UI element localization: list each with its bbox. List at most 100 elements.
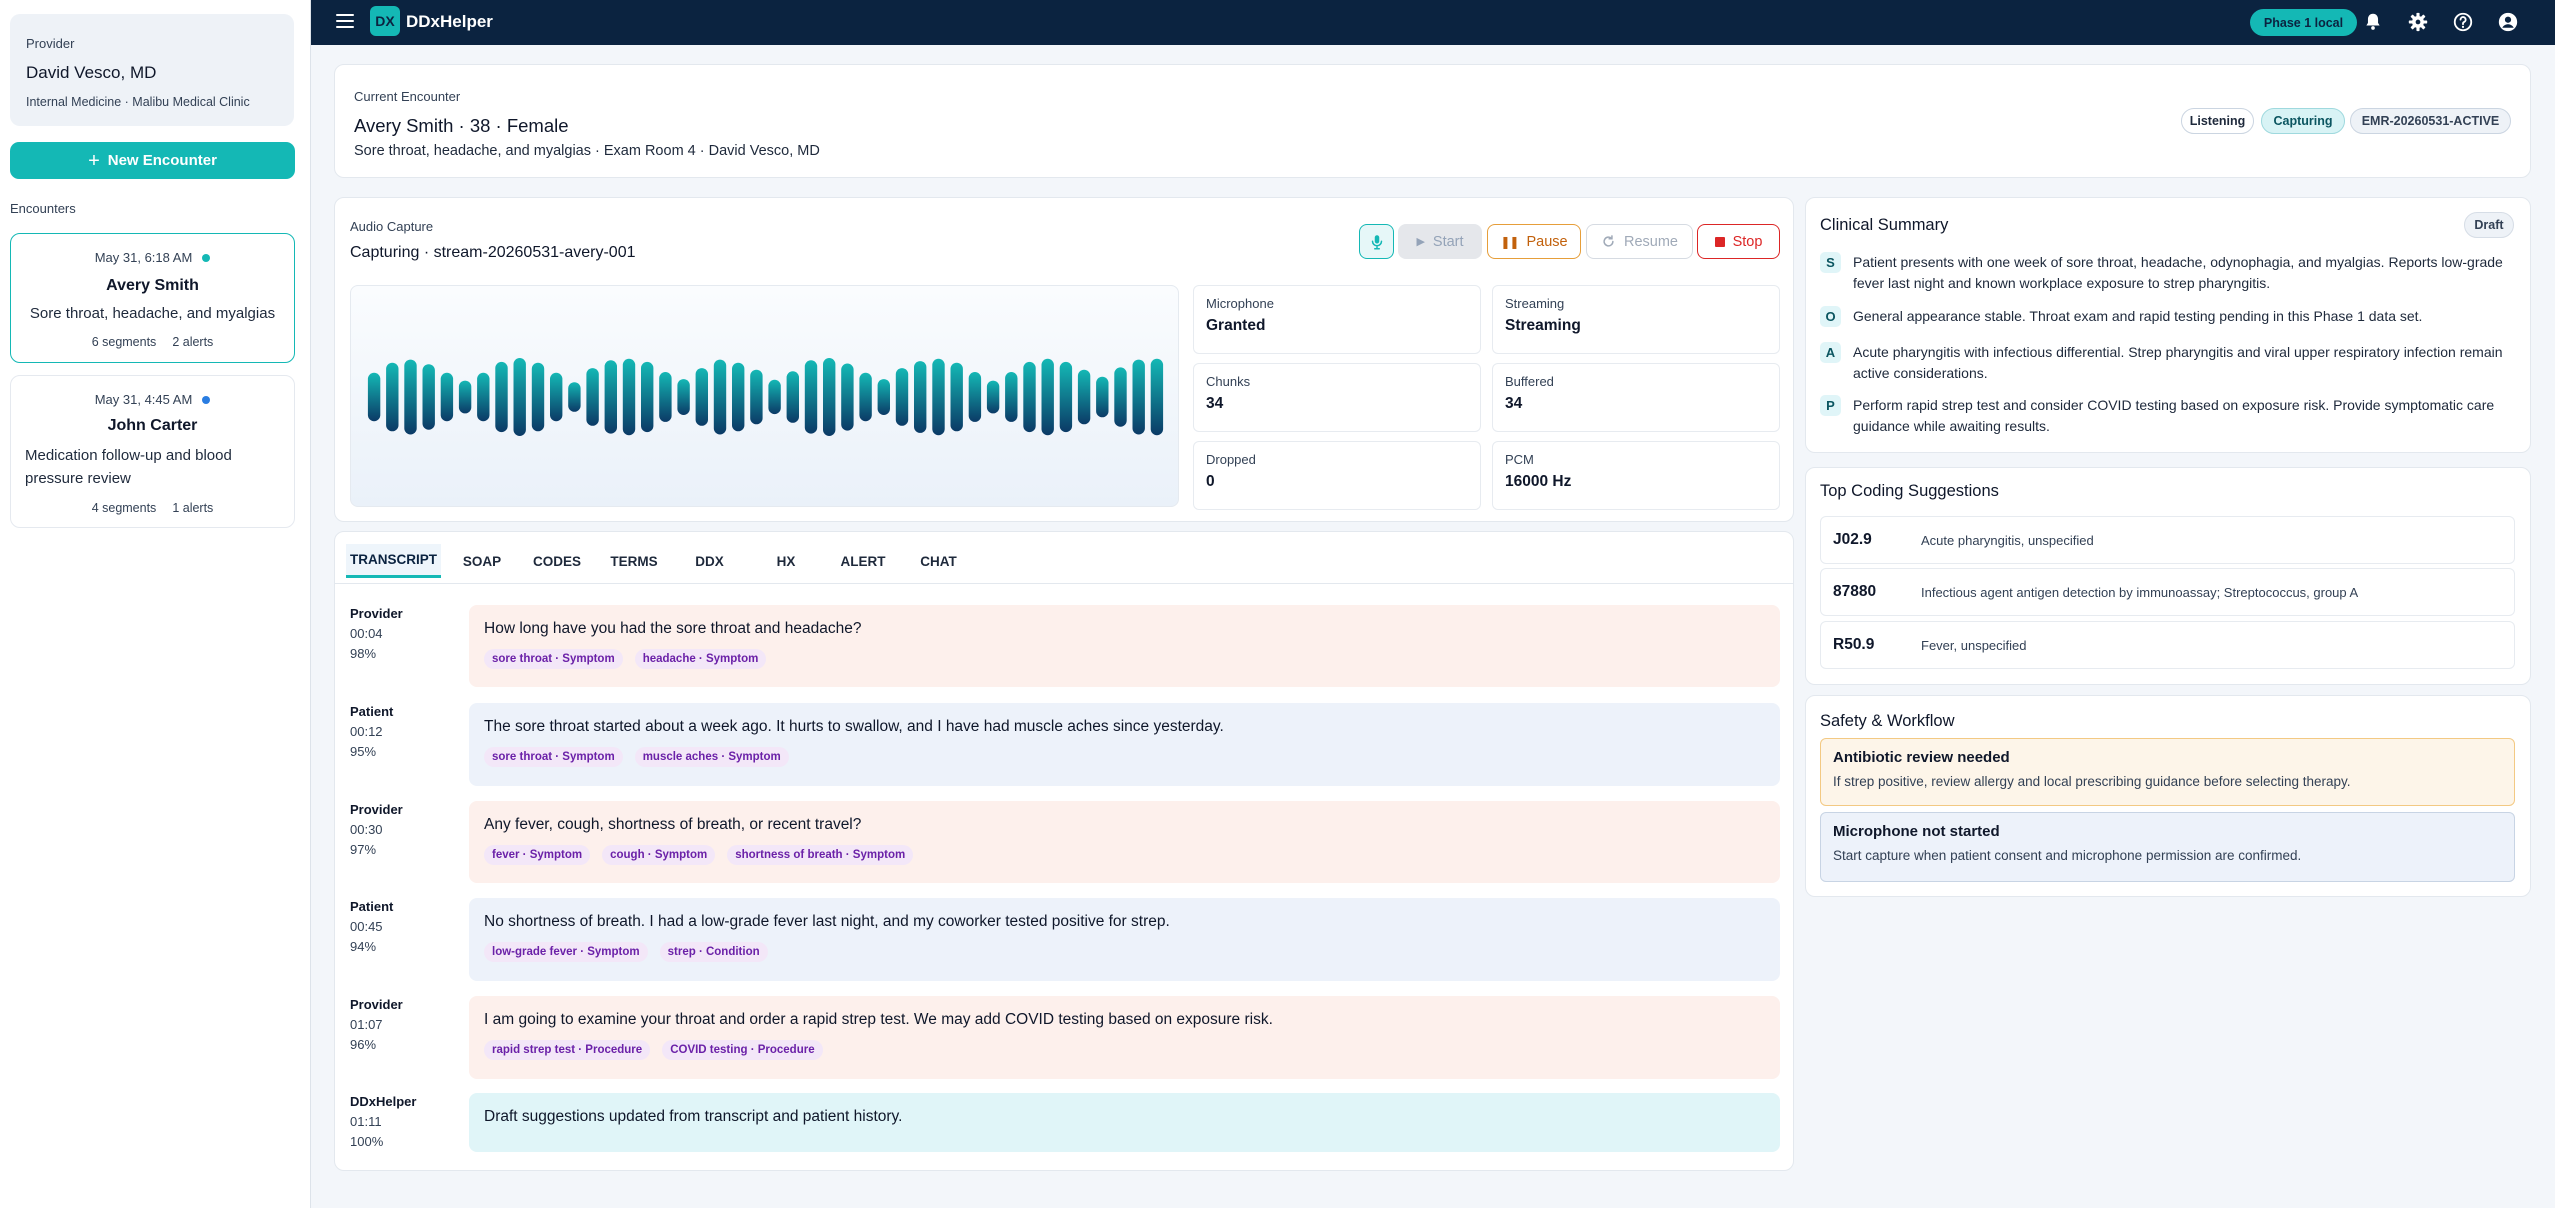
waveform-bar — [859, 372, 872, 422]
speaker-name: Patient — [350, 899, 394, 914]
speaker-name: Provider — [350, 802, 403, 817]
hamburger-menu-icon[interactable] — [336, 14, 354, 30]
waveform-bar — [495, 361, 508, 433]
term-tag[interactable]: strep · Condition — [659, 942, 768, 962]
tab-soap[interactable]: SOAP — [462, 553, 502, 569]
term-tag[interactable]: sore throat · Symptom — [484, 747, 623, 767]
soap-text: Acute pharyngitis with infectious differ… — [1853, 344, 2503, 381]
waveform-bar — [386, 362, 399, 432]
transcript-text: I am going to examine your throat and or… — [484, 1011, 1273, 1028]
tab-alert[interactable]: ALERT — [840, 553, 886, 569]
tab-chat[interactable]: CHAT — [920, 553, 957, 569]
microphone-button[interactable] — [1359, 224, 1394, 259]
start-button[interactable]: ▶ Start — [1398, 224, 1482, 259]
tabs-divider — [335, 583, 1793, 584]
speaker-name: DDxHelper — [350, 1094, 417, 1109]
tab-ddx[interactable]: DDX — [695, 553, 724, 569]
waveform-bar — [877, 379, 890, 415]
resume-button[interactable]: Resume — [1586, 224, 1693, 259]
top-bar: DX DDxHelper Phase 1 local — [311, 0, 2555, 45]
waveform-bar — [895, 368, 909, 426]
code-suggestion-row[interactable]: J02.9 Acute pharyngitis, unspecified — [1820, 516, 2515, 564]
bell-icon[interactable] — [2362, 11, 2384, 33]
pause-button-label: Pause — [1526, 233, 1568, 250]
new-encounter-button[interactable]: + New Encounter — [10, 142, 295, 179]
encounter-list-item[interactable]: May 31, 4:45 AM John Carter Medication f… — [10, 375, 295, 528]
code-suggestion-row[interactable]: 87880 Infectious agent antigen detection… — [1820, 568, 2515, 616]
phase-badge: Phase 1 local — [2250, 9, 2357, 36]
waveform-bar — [677, 379, 690, 415]
tab-hx[interactable]: HX — [776, 553, 796, 569]
encounter-segments: 6 segments — [91, 335, 157, 349]
soap-letter: A — [1820, 342, 1841, 363]
waveform-bar — [531, 362, 545, 432]
waveform-bar — [1041, 358, 1054, 436]
waveform-bar — [713, 359, 727, 435]
pause-button[interactable]: ❚❚ Pause — [1487, 224, 1581, 259]
stop-button-label: Stop — [1732, 233, 1763, 250]
tab-codes[interactable]: CODES — [532, 553, 581, 569]
confidence: 97% — [350, 842, 377, 857]
alert-title: Microphone not started — [1833, 823, 2000, 840]
timestamp: 00:04 — [350, 626, 383, 641]
term-tag[interactable]: COVID testing · Procedure — [662, 1040, 823, 1060]
waveform-bar — [440, 372, 454, 422]
capture-status: Capturing · stream-20260531-avery-001 — [350, 244, 636, 261]
clinical-summary-title: Clinical Summary — [1820, 216, 1949, 234]
waveform-bar — [732, 362, 745, 432]
tab-terms[interactable]: TERMS — [610, 553, 658, 569]
term-tag[interactable]: low-grade fever · Symptom — [484, 942, 648, 962]
encounter-patient-name: Avery Smith — [106, 277, 199, 294]
help-icon[interactable] — [2452, 11, 2474, 33]
term-tag[interactable]: headache · Symptom — [634, 649, 767, 669]
waveform-bar — [404, 359, 417, 435]
current-encounter-card: Current Encounter Avery Smith · 38 · Fem… — [334, 64, 2531, 178]
waveform-bar — [1132, 359, 1145, 435]
waveform-bar — [914, 361, 927, 433]
provider-name: David Vesco, MD — [26, 63, 157, 82]
status-dot-icon — [202, 395, 211, 404]
term-tag[interactable]: cough · Symptom — [602, 845, 716, 865]
waveform-bar — [422, 364, 435, 430]
waveform-bar — [513, 358, 526, 436]
user-icon[interactable] — [2497, 11, 2519, 33]
code-suggestion-row[interactable]: R50.9 Fever, unspecified — [1820, 621, 2515, 669]
confidence: 96% — [350, 1037, 377, 1052]
waveform-bar — [458, 380, 472, 414]
soap-text: Patient presents with one week of sore t… — [1853, 254, 2503, 291]
waveform-bar — [1077, 369, 1091, 425]
term-tag[interactable]: shortness of breath · Symptom — [727, 845, 914, 865]
term-tag[interactable]: rapid strep test · Procedure — [484, 1040, 651, 1060]
microphone-alert: Microphone not started Start capture whe… — [1820, 812, 2515, 882]
coding-suggestions-card — [1805, 467, 2531, 685]
waveform-bar — [550, 372, 563, 422]
emr-id-badge: EMR-20260531-ACTIVE — [2350, 108, 2511, 134]
waveform-bar — [477, 372, 490, 422]
encounter-alerts: 2 alerts — [172, 335, 214, 349]
soap-letter: S — [1820, 252, 1841, 273]
waveform-bar — [1114, 367, 1127, 427]
waveform-bar — [695, 368, 708, 426]
soap-text: Perform rapid strep test and consider CO… — [1853, 397, 2495, 434]
alert-description: If strep positive, review allergy and lo… — [1833, 774, 2351, 789]
transcript-text: How long have you had the sore throat an… — [484, 620, 862, 637]
stat-value: Streaming — [1505, 317, 1581, 334]
transcript-text: Any fever, cough, shortness of breath, o… — [484, 816, 862, 833]
transcript-meta: Provider 00:04 98% — [350, 604, 403, 664]
gear-icon[interactable] — [2407, 11, 2429, 33]
transcript-text: Draft suggestions updated from transcrip… — [484, 1108, 903, 1125]
term-tag[interactable]: sore throat · Symptom — [484, 649, 623, 669]
encounter-list-item[interactable]: May 31, 6:18 AM Avery Smith Sore throat,… — [10, 233, 295, 363]
term-tag[interactable]: muscle aches · Symptom — [634, 747, 789, 767]
encounter-reason: Sore throat, headache, and myalgias — [29, 305, 276, 322]
stat-label: Chunks — [1206, 374, 1251, 389]
term-tag[interactable]: fever · Symptom — [484, 845, 591, 865]
provider-label: Provider — [26, 36, 75, 51]
code-description: Acute pharyngitis, unspecified — [1921, 532, 2094, 548]
timestamp: 00:45 — [350, 919, 383, 934]
waveform-bar — [568, 382, 581, 412]
stop-button[interactable]: Stop — [1697, 224, 1780, 259]
encounter-date: May 31, 4:45 AM — [94, 392, 193, 407]
tab-transcript[interactable]: TRANSCRIPT — [346, 544, 441, 578]
waveform-bar — [1096, 376, 1109, 418]
